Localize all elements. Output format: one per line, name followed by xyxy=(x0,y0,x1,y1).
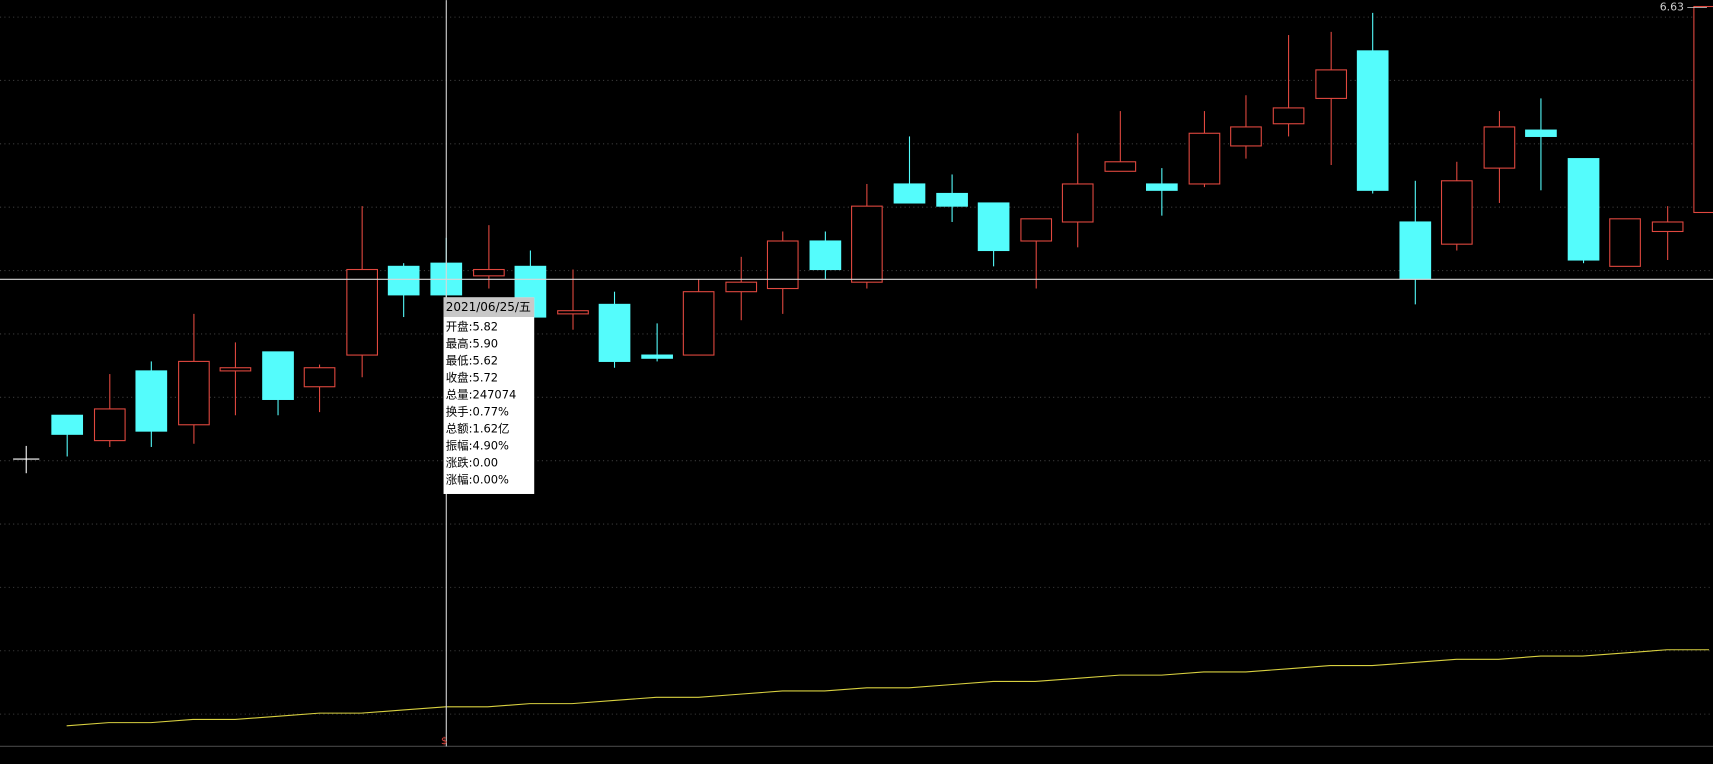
candle-body xyxy=(1230,126,1262,147)
high-price-label: 6.63 xyxy=(1660,1,1684,14)
tooltip-date: 2021/06/25/五 xyxy=(446,300,531,314)
candle-body xyxy=(1272,107,1305,125)
tooltip-row: 涨跌:0.00 xyxy=(446,456,498,470)
candle-body xyxy=(1609,218,1641,267)
candle-body xyxy=(936,192,968,207)
candle-body xyxy=(641,354,673,359)
candle-body xyxy=(219,367,252,372)
candle-body xyxy=(1525,129,1557,137)
candle-body xyxy=(262,351,294,400)
candle-body xyxy=(1315,69,1348,99)
candle-body xyxy=(93,408,126,442)
candle-body xyxy=(725,281,758,293)
overlay: 6.63 $2021/06/25/五开盘:5.82 最高:5.90 最低:5.62 收盘… xyxy=(0,0,1713,747)
candle-body xyxy=(1188,132,1221,185)
candle-body xyxy=(346,268,378,356)
tooltip-header xyxy=(443,297,535,317)
candle-body xyxy=(809,240,842,271)
candle-body xyxy=(1483,126,1516,169)
candle-body xyxy=(598,303,631,362)
candle-body xyxy=(178,360,210,426)
candle-body xyxy=(473,268,505,277)
cursor-marker: $ xyxy=(441,736,447,747)
candle-body xyxy=(1440,180,1473,245)
tooltip-row: 开盘:5.82 xyxy=(446,319,498,333)
candle-body xyxy=(51,414,84,435)
moving-average-line xyxy=(66,649,1710,727)
candle-body xyxy=(851,205,883,283)
candle-body xyxy=(1567,158,1600,261)
candle-body xyxy=(135,370,168,432)
candle-body xyxy=(387,265,420,296)
tooltip-row: 最低:5.62 xyxy=(446,353,498,367)
tooltip-row: 换手:0.77% xyxy=(446,405,509,419)
candle-body xyxy=(1146,183,1178,191)
tooltip-row: 最高:5.90 xyxy=(446,336,498,350)
candle-body xyxy=(1356,50,1389,191)
candle-body xyxy=(1104,161,1137,172)
candle-body xyxy=(1651,221,1684,233)
candle-body xyxy=(766,240,799,290)
tooltip-box xyxy=(443,297,535,494)
candle-body xyxy=(303,367,336,388)
candle-body xyxy=(1693,5,1713,214)
tooltip-row: 总量:247074 xyxy=(446,388,517,402)
tooltip-row: 收盘:5.72 xyxy=(446,370,498,384)
tooltip-row: 振幅:4.90% xyxy=(446,439,509,453)
candle-body xyxy=(977,202,1010,252)
candle-body xyxy=(1020,218,1053,242)
candle-body xyxy=(1399,221,1432,280)
tooltip-row: 涨幅:0.00% xyxy=(446,473,509,487)
candle-body xyxy=(1061,183,1094,223)
candle-body xyxy=(893,183,926,204)
candle-body xyxy=(557,310,589,315)
tooltip-row: 总额:1.62亿 xyxy=(446,422,510,436)
candle-body xyxy=(682,291,715,356)
candles xyxy=(51,5,1713,727)
